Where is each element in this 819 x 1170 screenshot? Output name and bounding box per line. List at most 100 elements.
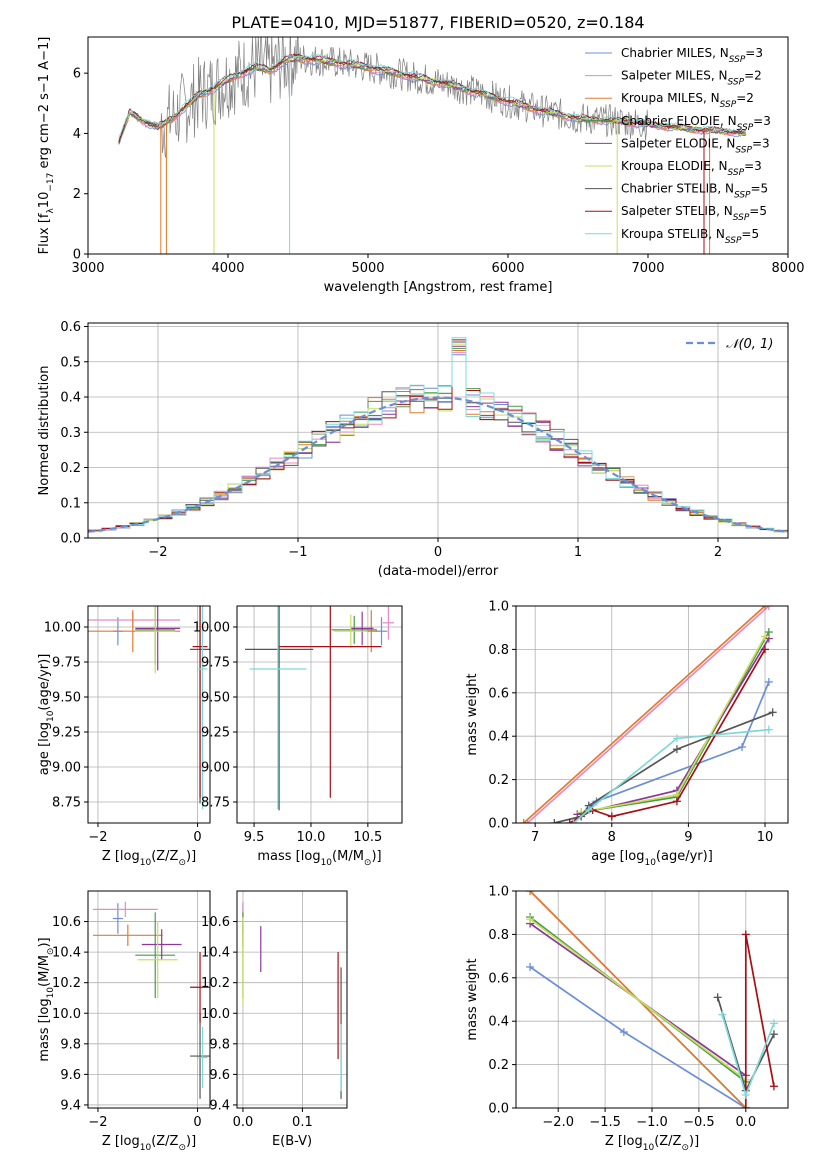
weights_vs_age-marker-kroupa_miles (519, 819, 528, 823)
legend-label-chabrier_miles: Chabrier MILES, NSSP=3 (621, 46, 763, 65)
spectrum-model-line-kroupa_stelib (118, 53, 747, 139)
z_mass-frame (87, 890, 211, 1109)
x-tick-label: −2 (88, 1115, 107, 1130)
gaussian-legend-label: 𝒩(0, 1) (726, 337, 773, 352)
weights_vs_age-marker-chabrier_miles (764, 677, 773, 686)
z_age-plot-area (88, 606, 210, 809)
z_mass-xlabel: Z [log10(Z/Z⊙)] (102, 1134, 196, 1153)
mass_age-xlabel-part: (M/M (332, 849, 364, 864)
mass_age-frame (236, 605, 403, 824)
legend-label-chabrier_miles-part: Chabrier MILES, N (621, 46, 729, 60)
y-tick-label: 0.0 (488, 817, 509, 832)
z_mass-ylabel-part: )] (37, 937, 52, 947)
ebv_mass-xlabel: E(B-V) (272, 1134, 312, 1149)
weights_vs_age-marker-kroupa_stelib (672, 734, 681, 743)
y-tick-label: 0.8 (488, 928, 509, 943)
x-tick-label: −0.5 (683, 1115, 715, 1130)
z_mass-xlabel-part: (Z/Z (151, 1134, 178, 1149)
z_mass-errorbar-kroupa_stelib (197, 1027, 208, 1089)
y-tick-label: 9.75 (52, 656, 81, 671)
legend-label-salpeter_stelib-part: =5 (749, 204, 767, 218)
weights_vs_z-xlabel-part: ⊙ (681, 1143, 689, 1153)
weights_vs_age-xlabel-part: age [log (591, 849, 644, 864)
weights_vs_age-marker-kroupa_stelib (584, 805, 593, 814)
mass_age-errorbar-chabrier_elodie (331, 615, 377, 644)
legend-label-salpeter_elodie: Salpeter ELODIE, NSSP=3 (621, 136, 770, 155)
weights_vs_z-marker-kroupa_miles (526, 891, 535, 895)
y-tick-label: 10.2 (52, 976, 81, 991)
weights_vs_z-marker-chabrier_miles (526, 962, 535, 971)
legend-label-salpeter_miles-part: Salpeter MILES, N (621, 69, 728, 83)
x-tick-label: 5000 (351, 261, 384, 276)
x-tick-label: −1 (288, 545, 307, 560)
weights_vs_age-line-salpeter_elodie (577, 638, 770, 816)
weights_vs_z-marker-chabrier_miles (619, 1028, 628, 1037)
y-tick-label: 0.4 (60, 391, 81, 406)
legend-label-chabrier_elodie-part: Chabrier ELODIE, N (621, 114, 737, 128)
x-tick-label: 0 (434, 545, 442, 560)
y-tick-label: 0.3 (60, 426, 81, 441)
mass_age-xlabel: mass [log10(M/M⊙)] (257, 849, 381, 868)
residual-histogram-kroupa_stelib (88, 337, 788, 532)
y-tick-label: 6 (73, 67, 81, 82)
gaussian-curve (88, 396, 788, 533)
x-tick-label: 7000 (631, 261, 664, 276)
mass_age-errorbar-kroupa_stelib (249, 606, 307, 809)
x-tick-label: 0.0 (735, 1115, 756, 1130)
y-tick-label: 0.5 (60, 355, 81, 370)
weights_vs_z-marker-salpeter_stelib (741, 1104, 750, 1108)
figure-title: PLATE=0410, MJD=51877, FIBERID=0520, z=0… (231, 13, 644, 32)
legend-label-kroupa_elodie-part: SSP (728, 168, 745, 178)
spectrum-ylabel-part: A (37, 61, 52, 74)
weights_vs_age-xlabel-part: (age/yr)] (656, 849, 713, 864)
y-tick-label: 9.75 (201, 656, 230, 671)
weights_vs_age-marker-kroupa_stelib (569, 819, 578, 823)
weights_vs_age-line-chabrier_stelib (554, 711, 774, 823)
residuals-plot-area (88, 337, 788, 533)
legend-label-salpeter_elodie-part: Salpeter ELODIE, N (621, 136, 735, 150)
z_mass-xlabel-part: ⊙ (178, 1143, 186, 1153)
z_age-xlabel-part: (Z/Z (151, 849, 178, 864)
x-tick-label: −1.0 (636, 1115, 668, 1130)
residuals-axes: −2 −1 0 1 2 0.0 0.1 0.2 0.3 0.4 0.5 0.6 (data-model)… (37, 320, 789, 579)
weights_vs_age-ylabel: mass weight (465, 673, 480, 755)
mass_age-errorbar-chabrier_miles (375, 617, 388, 646)
mass_age-errorbar-salpeter_miles (382, 606, 395, 640)
weights_vs_age-marker-salpeter_miles (764, 606, 773, 610)
y-tick-label: 1.0 (488, 885, 509, 900)
mass_age-plot-area (244, 606, 395, 811)
spectrum-ylabel-part: −2 (37, 104, 52, 123)
z_mass-errorbar-kroupa_miles (92, 924, 163, 947)
residual-histogram-salpeter_stelib (88, 339, 788, 532)
weights_vs_age-line-chabrier_elodie (580, 631, 770, 813)
x-tick-label: 7 (531, 830, 539, 845)
y-tick-label: 10.4 (201, 946, 230, 961)
legend-label-salpeter_stelib-part: Salpeter STELIB, N (621, 204, 733, 218)
legend-label-chabrier_stelib-part: =5 (751, 182, 769, 196)
weights_vs_z-marker-chabrier_stelib (769, 1030, 778, 1039)
x-tick-label: 0 (193, 830, 201, 845)
z_age-errorbar-kroupa_stelib (197, 606, 208, 809)
z_age-xlabel-part: 10 (140, 858, 152, 868)
spectrum-data-line (118, 37, 746, 158)
spectrum-ylabel-part: 10 (37, 192, 52, 209)
z_mass-errorbar-salpeter_miles (92, 901, 158, 917)
y-tick-label: 0.1 (60, 496, 81, 511)
legend-label-kroupa_stelib-part: Kroupa STELIB, N (621, 227, 725, 241)
y-tick-label: 10.00 (193, 621, 230, 636)
weights_vs_z-marker-salpeter_stelib (769, 1082, 778, 1091)
x-tick-label: −2 (88, 830, 107, 845)
y-tick-label: 0.0 (60, 532, 81, 547)
y-tick-label: 10.0 (201, 1007, 230, 1022)
legend-label-chabrier_elodie-part: =3 (753, 114, 771, 128)
spectrum-model-line-kroupa_elodie (118, 54, 747, 144)
y-tick-label: 9.50 (201, 691, 230, 706)
weights_vs_age-marker-salpeter_stelib (672, 797, 681, 806)
x-tick-label: 0.1 (292, 1115, 313, 1130)
x-tick-label: 10.0 (296, 830, 325, 845)
y-tick-label: 10.00 (44, 621, 81, 636)
z_mass-ylabel-part: (M/M (37, 955, 52, 987)
y-tick-label: 10.6 (201, 915, 230, 930)
